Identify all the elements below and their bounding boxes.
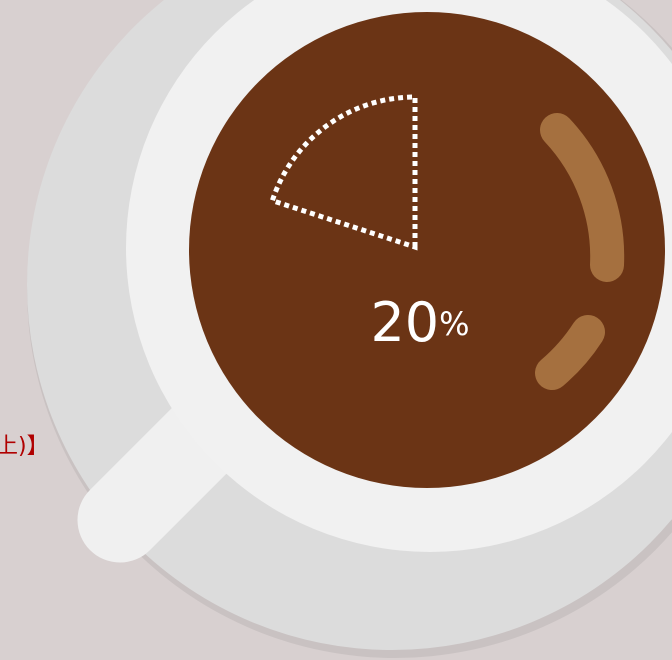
percent-value: 20 <box>370 291 439 354</box>
gauge <box>269 94 418 251</box>
highlight <box>540 113 625 282</box>
pie-wedge <box>269 94 418 251</box>
side-text: 上)】 <box>0 434 49 459</box>
percent-unit: % <box>439 305 469 343</box>
percent-text: 20% <box>370 291 469 354</box>
highlight <box>535 315 605 390</box>
